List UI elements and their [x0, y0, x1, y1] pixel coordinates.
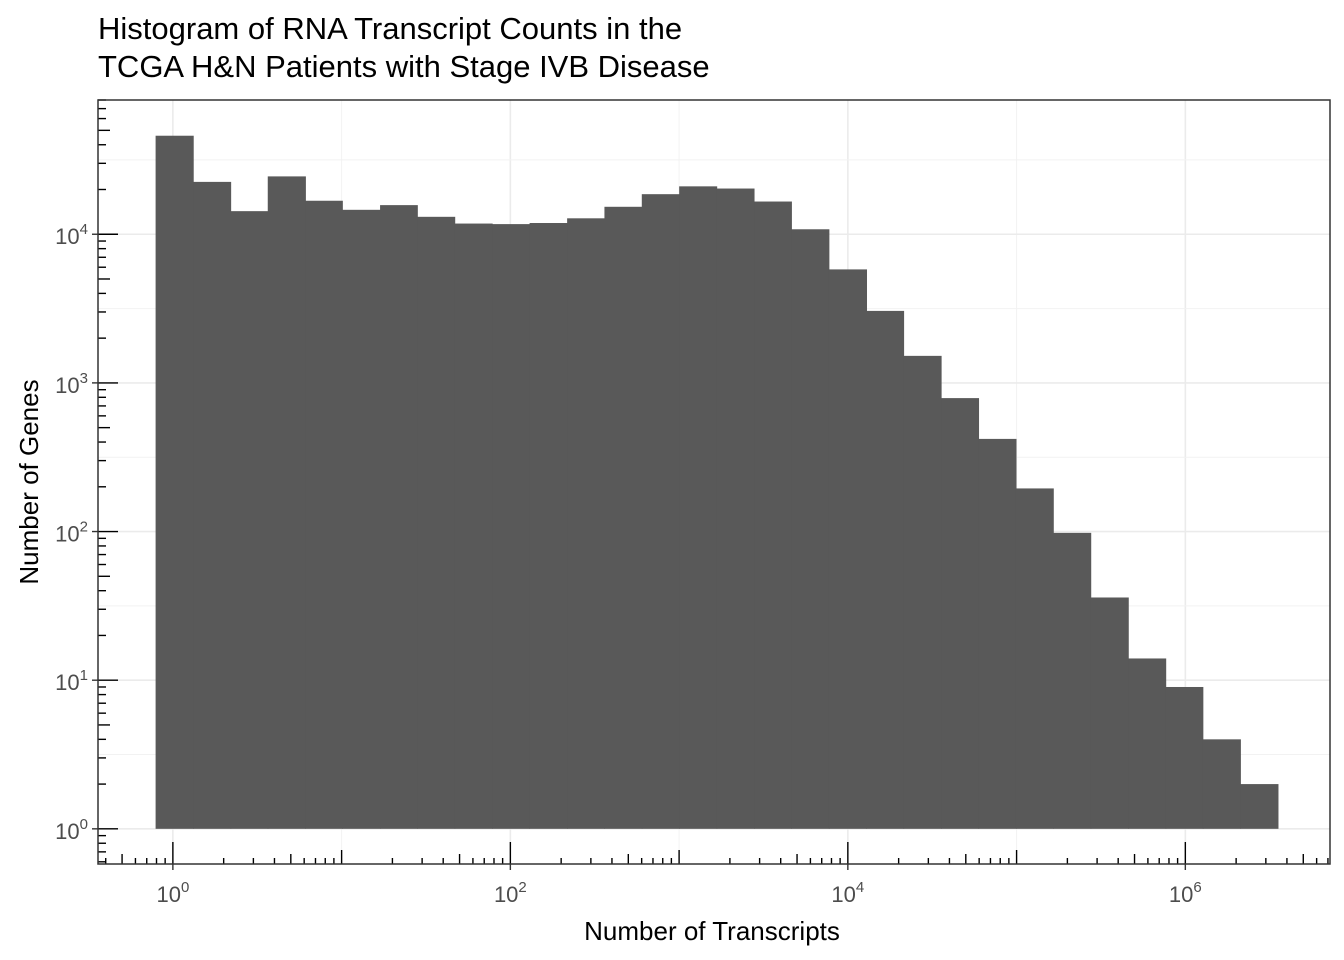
histogram-bar — [866, 310, 905, 829]
histogram-bar — [978, 438, 1017, 829]
y-tick-label: 103 — [55, 370, 88, 398]
x-tick-label: 100 — [156, 879, 189, 907]
histogram-bar — [641, 194, 680, 829]
histogram-bar — [267, 176, 306, 829]
chart-title-line-1: Histogram of RNA Transcript Counts in th… — [98, 11, 683, 46]
histogram-bar — [1202, 739, 1241, 829]
histogram-bar — [380, 205, 418, 829]
x-tick-label: 102 — [494, 879, 527, 907]
x-tick-label: 104 — [831, 879, 864, 907]
axis-ticks — [92, 99, 1329, 870]
histogram-bar — [903, 355, 942, 829]
histogram-bar — [1090, 597, 1129, 829]
y-axis-title: Number of Genes — [14, 379, 44, 584]
x-tick-label: 106 — [1169, 879, 1202, 907]
x-axis-title: Number of Transcripts — [584, 916, 840, 946]
histogram-bar — [1053, 532, 1092, 829]
histogram-bars — [155, 135, 1279, 829]
histogram-bar — [941, 398, 980, 829]
histogram-bar — [155, 135, 194, 829]
y-tick-label: 101 — [55, 667, 88, 695]
histogram-bar — [754, 201, 792, 829]
histogram-bar — [604, 206, 643, 829]
histogram-bar — [1165, 686, 1204, 829]
histogram-bar — [342, 209, 381, 829]
histogram-bar — [417, 216, 456, 829]
plot-border — [97, 99, 1331, 865]
histogram-bar — [1015, 488, 1054, 829]
y-tick-label: 104 — [55, 221, 88, 249]
histogram-bar — [679, 186, 718, 829]
histogram-bar — [454, 223, 493, 829]
chart-title-line-2: TCGA H&N Patients with Stage IVB Disease — [98, 49, 710, 84]
y-tick-label: 100 — [55, 816, 88, 844]
histogram-bar — [791, 229, 830, 829]
tick-labels: 100 102 104 106 100 101 102 103 104 — [55, 221, 1202, 907]
histogram-bar — [828, 269, 868, 829]
histogram-bar — [193, 181, 232, 829]
chart-title: Histogram of RNA Transcript Counts in th… — [98, 10, 710, 86]
histogram-bar — [1240, 784, 1279, 829]
histogram-bar — [716, 188, 755, 829]
histogram-bar — [492, 224, 531, 829]
histogram-bar — [567, 218, 605, 829]
histogram-bar — [230, 211, 269, 829]
y-tick-label: 102 — [55, 519, 88, 547]
histogram-bar — [529, 223, 568, 829]
histogram-bar — [305, 200, 343, 829]
histogram-bar — [1128, 658, 1167, 829]
